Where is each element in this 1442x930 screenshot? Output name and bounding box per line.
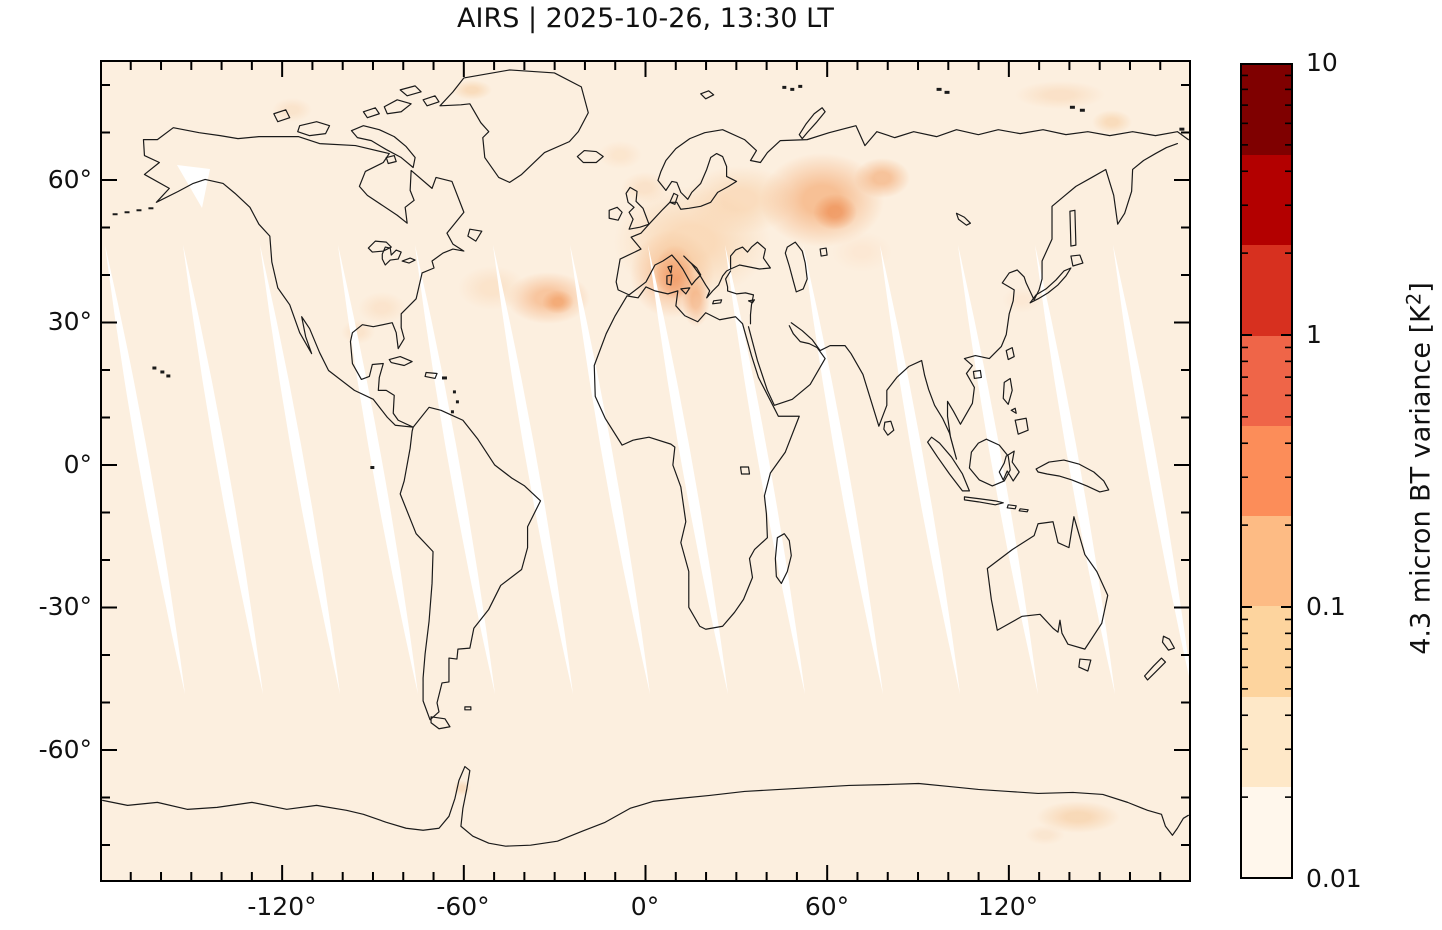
swath-gap	[725, 245, 805, 694]
lon-tick-label-0: 0°	[630, 892, 660, 921]
swath-gap	[105, 245, 185, 694]
coast-taiwan-hainan	[972, 347, 1015, 380]
coast-med-north	[628, 254, 732, 299]
lon-tick-label-60: 60°	[804, 892, 850, 921]
swath-gap	[880, 245, 960, 694]
swath-gap	[183, 245, 263, 694]
lat-tick-label-30: 30°	[47, 307, 92, 336]
hotspot-east-antarctica-2	[1025, 825, 1065, 845]
page-title: AIRS | 2025-10-26, 13:30 LT	[457, 3, 834, 34]
small-island-dots	[112, 84, 1185, 470]
colorbar-segment-4	[1242, 425, 1291, 517]
hotspot-nw-greenland-coast	[452, 80, 492, 100]
lat-tick-label-m60: -60°	[38, 735, 92, 764]
colorbar-segment-5	[1242, 516, 1291, 607]
colorbar-segment-3	[1242, 335, 1291, 426]
hotspot-ne-siberia	[1015, 81, 1105, 109]
lon-tick-label-120: 120°	[977, 892, 1039, 921]
hotspot-nw-russia-core	[813, 194, 857, 230]
colorbar-axis-label: 4.3 micron BT variance [K2]	[1392, 60, 1442, 876]
coast-black-sea	[729, 241, 771, 270]
coast-greenland	[439, 69, 589, 184]
coast-lake-victoria	[739, 466, 751, 475]
swath-gap	[570, 245, 650, 694]
swath-gap	[958, 245, 1038, 694]
coast-japan	[1029, 209, 1084, 304]
hotspot-norwegian-sea	[598, 141, 642, 169]
world-map-plot[interactable]	[100, 60, 1191, 882]
lat-tick-label-0: 0°	[63, 450, 92, 479]
swath-gap	[415, 245, 495, 694]
coast-caspian	[784, 241, 828, 293]
coast-philippines	[1002, 377, 1029, 435]
coast-arctic-islands	[273, 85, 483, 242]
hotspot-northern-urals	[854, 158, 910, 198]
colorbar-tick-1: 1	[1306, 320, 1322, 349]
coast-australia	[986, 516, 1176, 681]
coast-new-guinea	[1035, 459, 1110, 493]
colorbar-segment-6	[1242, 606, 1291, 697]
colorbar-tick-0p1: 0.1	[1306, 592, 1346, 621]
coastlines-layer	[102, 69, 1189, 847]
swath-gap	[648, 245, 728, 694]
hotspot-arctic-canada	[272, 98, 312, 122]
swath-gap	[1113, 245, 1189, 677]
coast-iceland	[576, 149, 604, 164]
lat-tick-label-60: 60°	[47, 165, 92, 194]
hotspot-mid-atlantic	[458, 266, 526, 310]
coast-indonesia	[927, 436, 1029, 513]
coast-great-lakes	[367, 240, 416, 266]
hotspot-us-southeast	[358, 292, 406, 324]
colorbar-tick-0p01: 0.01	[1306, 864, 1362, 893]
colorbar-segment-2	[1242, 245, 1291, 336]
coast-europe-west	[615, 152, 738, 296]
swath-gap	[338, 245, 418, 694]
coast-denmark	[669, 192, 679, 205]
colorbar-segment-7	[1242, 696, 1291, 787]
lon-tick-label-m60: -60°	[436, 892, 490, 921]
coast-north-america	[142, 127, 465, 428]
hotspot-ne-atlantic-core	[542, 290, 574, 314]
colorbar-label-text: 4.3 micron BT variance [K	[1405, 304, 1437, 655]
coast-antarctica	[102, 765, 1189, 847]
coast-anatolia	[725, 270, 755, 325]
colorbar-segment-1	[1242, 155, 1291, 246]
coast-south-asia	[790, 143, 1178, 460]
swath-gaps-layer	[105, 165, 1189, 694]
lat-tick-label-m30: -30°	[38, 592, 92, 621]
colorbar-segment-8	[1242, 786, 1291, 877]
coast-madagascar	[774, 533, 792, 585]
heatmap-blobs-layer	[102, 62, 1189, 880]
hotspot-chukotka	[1092, 110, 1132, 134]
coast-sri-lanka	[883, 420, 895, 436]
colorbar[interactable]	[1240, 63, 1293, 879]
hotspot-central-asia	[832, 232, 892, 272]
coast-uk	[608, 186, 650, 230]
coast-med-islands	[666, 265, 756, 305]
coast-south-america	[399, 406, 542, 730]
coast-arctic-eurasia	[700, 90, 826, 140]
colorbar-label-superscript: 2	[1402, 292, 1426, 305]
coast-africa	[593, 286, 800, 630]
lon-tick-label-m120: -120°	[247, 892, 317, 921]
swath-gap	[1035, 245, 1115, 694]
coast-baikal	[955, 212, 972, 226]
hotspot-italy-extension	[682, 273, 710, 327]
swath-gap	[803, 245, 883, 694]
coast-eurasia-north	[657, 125, 1189, 191]
coast-caribbean	[388, 355, 438, 380]
colorbar-tick-10: 10	[1306, 48, 1338, 77]
coast-arabia	[747, 325, 826, 406]
swath-gap	[260, 245, 340, 694]
alaska-notch	[177, 165, 210, 208]
colorbar-label-suffix: ]	[1405, 281, 1437, 293]
colorbar-segment-0	[1242, 65, 1291, 156]
swath-gap	[493, 245, 573, 694]
